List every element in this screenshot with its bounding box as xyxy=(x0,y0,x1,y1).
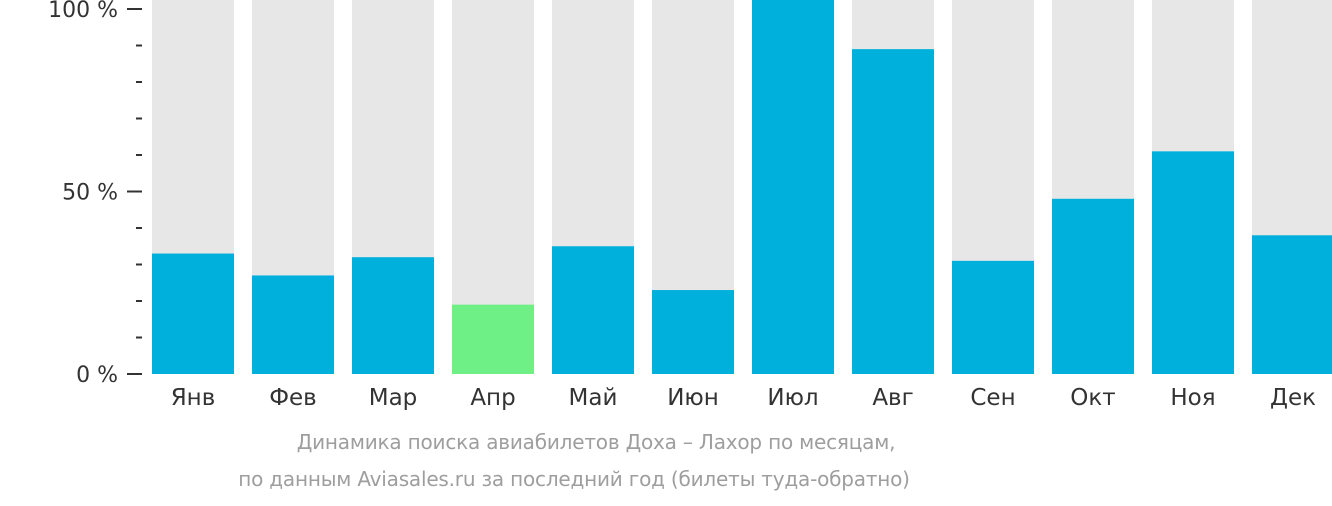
x-tick-label-1: Янв xyxy=(171,385,216,411)
chart-caption-line-1: Динамика поиска авиабилетов Доха – Лахор… xyxy=(296,430,896,454)
bar-9 xyxy=(952,260,1034,374)
bar-8 xyxy=(852,49,934,375)
y-tick-label-1: 0 % xyxy=(76,363,118,388)
bar-1 xyxy=(152,253,234,374)
x-tick-label-12: Дек xyxy=(1270,385,1316,411)
x-tick-label-8: Авг xyxy=(872,385,913,411)
y-tick-label-2: 50 % xyxy=(62,181,118,206)
bar-2 xyxy=(252,275,334,374)
x-tick-label-9: Сен xyxy=(970,385,1015,411)
x-tick-label-4: Апр xyxy=(470,385,515,411)
x-tick-label-5: Май xyxy=(569,385,618,411)
bar-7 xyxy=(752,0,834,374)
x-tick-label-10: Окт xyxy=(1070,385,1115,411)
x-tick-label-2: Фев xyxy=(269,385,317,411)
chart-caption-line-2: по данным Aviasales.ru за последний год … xyxy=(238,467,910,491)
bar-5 xyxy=(552,246,634,374)
x-tick-label-11: Ноя xyxy=(1170,385,1215,411)
bar-11 xyxy=(1152,151,1234,374)
bar-3 xyxy=(352,257,434,374)
bar-4 xyxy=(452,304,534,374)
x-tick-label-7: Июл xyxy=(767,385,818,411)
x-tick-label-3: Мар xyxy=(369,385,418,411)
bar-10 xyxy=(1052,198,1134,374)
x-tick-label-6: Июн xyxy=(667,385,719,411)
y-tick-label-3: 100 % xyxy=(48,0,118,23)
bar-6 xyxy=(652,290,734,374)
bar-12 xyxy=(1252,235,1332,374)
